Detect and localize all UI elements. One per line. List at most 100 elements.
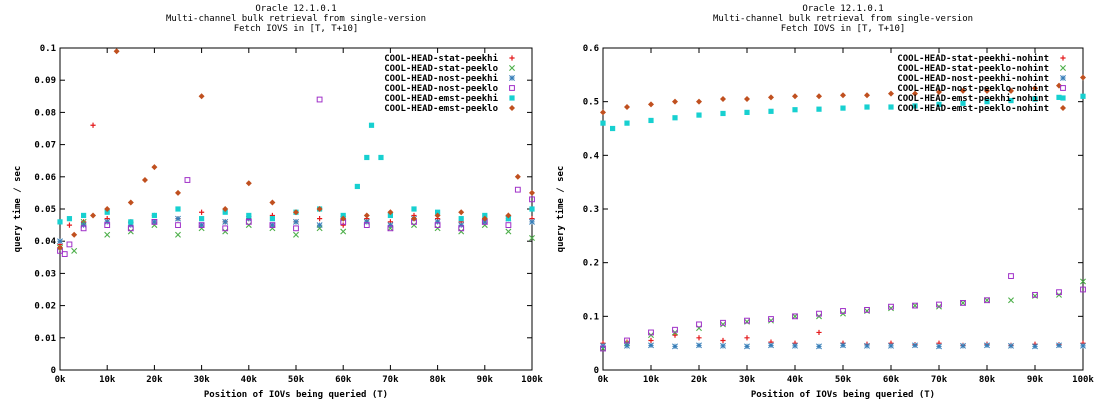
- y-tick-label: 0: [51, 366, 56, 376]
- data-point: [127, 222, 134, 229]
- data-point: [316, 206, 323, 212]
- data-point: [529, 218, 535, 225]
- data-point: [744, 335, 750, 341]
- y-tick-label: 0.3: [583, 205, 599, 215]
- data-point: [792, 342, 798, 349]
- data-point: [127, 199, 134, 206]
- data-point: [864, 92, 870, 99]
- y-tick-label: 0.08: [34, 108, 56, 118]
- data-point: [624, 104, 630, 111]
- data-point: [293, 225, 299, 232]
- data-point: [66, 241, 73, 248]
- data-point: [1056, 342, 1062, 349]
- series-COOL-HEAD-emst-peeklo-nohint: [600, 74, 1086, 116]
- y-tick-label: 0.03: [34, 269, 56, 279]
- data-point: [151, 212, 157, 219]
- y-tick-label: 0.09: [34, 76, 56, 86]
- data-point: [1008, 297, 1014, 304]
- data-point: [840, 308, 846, 314]
- data-point: [269, 222, 276, 229]
- data-point: [936, 89, 942, 96]
- chart-title-line: Oracle 12.1.0.1: [802, 4, 883, 14]
- data-point: [458, 228, 465, 235]
- data-point: [458, 222, 465, 229]
- data-point: [1080, 93, 1086, 99]
- data-point: [1008, 342, 1014, 349]
- data-point: [696, 98, 702, 105]
- data-point: [720, 337, 726, 344]
- series-COOL-HEAD-emst-peekhi: [57, 122, 535, 225]
- data-point: [71, 231, 78, 238]
- data-point: [816, 93, 822, 100]
- y-tick-label: 0.02: [34, 302, 56, 312]
- y-tick-label: 0.06: [34, 173, 56, 183]
- data-point: [672, 343, 678, 350]
- legend: COOL-HEAD-stat-peekhi-nohintCOOL-HEAD-st…: [897, 53, 1066, 114]
- data-point: [104, 206, 111, 212]
- data-point: [293, 218, 299, 225]
- data-point: [1080, 342, 1086, 349]
- data-point: [672, 326, 678, 333]
- y-axis-label: query time / sec: [555, 166, 566, 253]
- x-tick-label: 40k: [787, 375, 804, 385]
- series-COOL-HEAD-emst-peekhi-nohint: [600, 93, 1086, 132]
- data-point: [744, 109, 750, 115]
- data-point: [316, 96, 323, 103]
- data-point: [434, 222, 441, 228]
- data-point: [648, 117, 654, 124]
- data-point: [434, 212, 441, 219]
- data-point: [434, 225, 441, 232]
- data-point: [363, 222, 370, 228]
- data-point: [387, 225, 394, 232]
- legend-marker: [509, 65, 515, 71]
- data-point: [888, 342, 894, 349]
- chart-title-line: Multi-channel bulk retrieval from single…: [166, 14, 426, 24]
- series-COOL-HEAD-nost-peeklo: [57, 96, 535, 257]
- data-point: [840, 342, 846, 349]
- data-point: [387, 212, 393, 219]
- legend-label: COOL-HEAD-nost-peekhi-nohint: [897, 73, 1049, 84]
- data-point: [245, 180, 252, 187]
- data-point: [66, 216, 73, 222]
- data-point: [912, 90, 918, 97]
- data-point: [245, 218, 252, 225]
- data-point: [960, 342, 966, 349]
- data-point: [175, 231, 181, 238]
- y-tick-label: 0.05: [34, 205, 56, 215]
- data-point: [888, 305, 894, 312]
- legend-marker: [1060, 55, 1066, 61]
- data-point: [175, 215, 181, 222]
- data-point: [912, 342, 918, 349]
- data-point: [1008, 97, 1014, 104]
- data-point: [317, 216, 323, 222]
- data-point: [696, 112, 702, 118]
- y-tick-label: 0.1: [583, 312, 599, 322]
- data-point: [816, 106, 822, 112]
- data-point: [368, 122, 375, 128]
- legend-marker: [1060, 105, 1066, 111]
- data-point: [672, 332, 678, 338]
- x-tick-label: 30k: [193, 375, 210, 385]
- x-tick-label: 0k: [55, 375, 66, 385]
- x-tick-label: 80k: [429, 375, 446, 385]
- legend-marker: [1060, 95, 1066, 101]
- data-point: [984, 99, 990, 105]
- data-point: [672, 115, 678, 121]
- data-point: [720, 321, 726, 328]
- data-point: [514, 186, 521, 193]
- chart-panel-left: Oracle 12.1.0.1 Multi-channel bulk retrie…: [0, 0, 548, 407]
- data-point: [104, 218, 111, 225]
- data-point: [387, 209, 394, 216]
- data-point: [198, 222, 205, 228]
- data-point: [151, 218, 158, 225]
- data-point: [888, 303, 894, 310]
- data-point: [141, 177, 148, 184]
- series-COOL-HEAD-stat-peekhi: [57, 122, 535, 248]
- data-point: [600, 345, 606, 352]
- data-point: [57, 238, 63, 245]
- data-point: [792, 107, 798, 113]
- chart-panel-right: Oracle 12.1.0.1 Multi-channel bulk retrie…: [549, 0, 1097, 407]
- data-point: [269, 222, 276, 228]
- legend-marker: [1060, 65, 1066, 71]
